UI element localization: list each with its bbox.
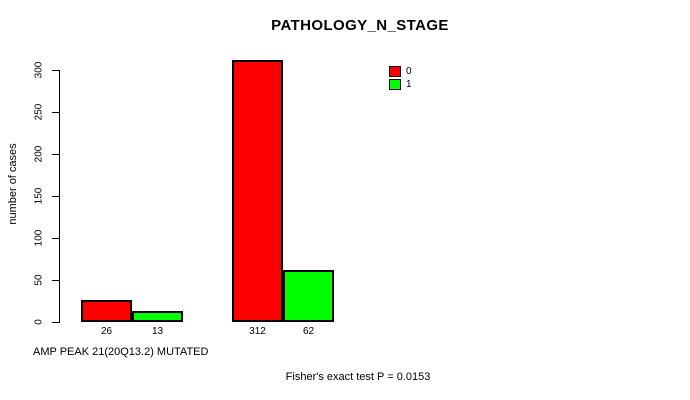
legend-label: 1 [406, 78, 412, 90]
y-tick-label: 200 [33, 145, 45, 163]
bar-count-label: 62 [302, 326, 315, 337]
y-tick-mark [52, 70, 59, 71]
y-axis-label: number of cases [7, 143, 19, 225]
x-axis-caption: AMP PEAK 21(20Q13.2) MUTATED [33, 346, 209, 358]
legend-swatch-green [389, 78, 401, 90]
fisher-test-annotation: Fisher's exact test P = 0.0153 [285, 371, 431, 383]
legend: 0 1 [389, 65, 412, 91]
y-tick-mark [52, 322, 59, 323]
legend-label: 0 [406, 65, 412, 77]
y-tick-label: 0 [33, 319, 45, 325]
bar-count-label: 13 [151, 326, 164, 337]
y-tick-mark [52, 112, 59, 113]
chart-title: PATHOLOGY_N_STAGE [271, 17, 449, 34]
y-tick-label: 250 [33, 103, 45, 121]
bar-count-label: 26 [100, 326, 113, 337]
legend-item-1: 1 [389, 78, 412, 90]
y-tick-label: 100 [33, 229, 45, 247]
bar-series-0-group-1 [232, 60, 283, 322]
bar-series-1-group-1 [283, 270, 334, 322]
y-axis-line [59, 70, 60, 323]
legend-swatch-red [389, 65, 401, 77]
y-tick-label: 50 [33, 274, 45, 286]
bar-count-label: 312 [249, 326, 266, 337]
legend-item-0: 0 [389, 65, 412, 77]
y-tick-mark [52, 238, 59, 239]
y-tick-mark [52, 196, 59, 197]
bar-series-1-group-0 [132, 311, 183, 322]
y-tick-mark [52, 280, 59, 281]
y-tick-label: 300 [33, 61, 45, 79]
y-tick-label: 150 [33, 187, 45, 205]
bar-series-0-group-0 [81, 300, 132, 322]
y-tick-mark [52, 154, 59, 155]
